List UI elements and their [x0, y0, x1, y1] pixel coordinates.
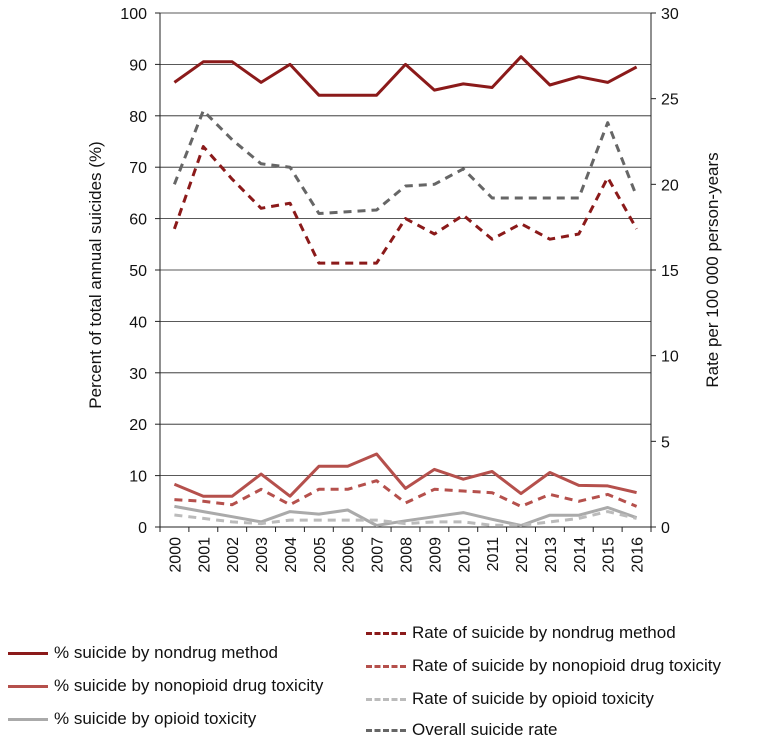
x-ticks: 2000 2001 2002 2003 2004 2005 2006 2007 2008 2009…: [159, 527, 652, 573]
legend-item: Overall suicide rate: [366, 720, 558, 740]
x-tick-label: 2014: [572, 537, 589, 573]
legend-item: Rate of suicide by nondrug method: [366, 623, 676, 643]
right-tick-label: 30: [661, 6, 679, 23]
right-tick-label: 15: [661, 263, 679, 280]
legend-label: % suicide by nondrug method: [54, 643, 278, 662]
legend-label: % suicide by nonopioid drug toxicity: [54, 676, 324, 695]
right-tick-label: 20: [661, 177, 679, 194]
x-tick-label: 2007: [370, 537, 387, 573]
x-tick-label: 2010: [456, 537, 473, 573]
series-line: [173, 109, 638, 215]
left-tick-label: 50: [129, 263, 147, 280]
left-tick-label: 60: [129, 212, 147, 229]
left-axis-title: Percent of total annual suicides (%): [86, 141, 105, 408]
legend-swatch: [366, 728, 406, 732]
legend-swatch: [366, 631, 406, 635]
x-tick-label: 2006: [341, 537, 358, 573]
series-lines: [172, 55, 638, 527]
x-tick-label: 2012: [514, 537, 531, 573]
right-tick-label: 0: [661, 520, 670, 537]
legend-item: % suicide by opioid toxicity: [8, 709, 256, 729]
left-tick-label: 70: [129, 160, 147, 177]
legend-label: Overall suicide rate: [412, 720, 558, 739]
legend-swatch: [366, 697, 406, 701]
legend-item: % suicide by nonopioid drug toxicity: [8, 676, 323, 696]
x-tick-label: 2011: [485, 537, 502, 572]
series-line: [174, 504, 638, 527]
x-tick-label: 2001: [196, 537, 213, 573]
series-line: [174, 510, 637, 527]
series-line: [173, 452, 637, 498]
x-tick-label: 2013: [543, 537, 560, 573]
left-tick-label: 10: [129, 469, 147, 486]
x-tick-label: 2016: [630, 537, 647, 573]
x-tick-label: 2003: [254, 537, 271, 573]
x-tick-label: 2000: [167, 537, 184, 573]
legend-label: % suicide by opioid toxicity: [54, 709, 257, 728]
legend-item: Rate of suicide by opioid toxicity: [366, 689, 654, 709]
series-line: [173, 55, 638, 97]
right-tick-label: 10: [661, 349, 679, 366]
left-tick-label: 90: [129, 57, 147, 74]
legend-swatch: [366, 664, 406, 668]
legend-label: Rate of suicide by nondrug method: [412, 623, 676, 642]
legend-swatch: [8, 717, 48, 721]
x-tick-label: 2015: [601, 537, 618, 573]
x-tick-label: 2004: [283, 537, 300, 573]
x-tick-label: 2002: [225, 537, 242, 573]
left-tick-label: 80: [129, 109, 147, 126]
x-tick-label: 2008: [399, 537, 416, 573]
legend-swatch: [8, 684, 48, 688]
left-tick-label: 0: [138, 520, 147, 537]
gridlines: [160, 12, 651, 477]
x-tick-label: 2005: [312, 537, 329, 573]
right-tick-label: 25: [661, 92, 679, 109]
left-tick-label: 30: [129, 366, 147, 383]
right-axis-title: Rate per 100 000 person-years: [703, 152, 722, 387]
left-tick-label: 100: [120, 6, 147, 23]
right-y-ticks: 0 5 10 15 20 25 30: [651, 6, 679, 537]
series-line: [174, 479, 638, 508]
x-tick-label: 2009: [427, 537, 444, 573]
left-tick-label: 40: [129, 314, 147, 331]
left-y-ticks: 0 10 20 30 40 50 60 70 80 90 100: [120, 6, 160, 537]
legend-item: % suicide by nondrug method: [8, 643, 278, 663]
legend-label: Rate of suicide by opioid toxicity: [412, 689, 654, 708]
legend-swatch: [8, 651, 48, 655]
series-line: [172, 145, 638, 265]
legend-label: Rate of suicide by nonopioid drug toxici…: [412, 656, 722, 675]
legend-item: Rate of suicide by nonopioid drug toxici…: [366, 656, 721, 676]
right-tick-label: 5: [661, 434, 670, 451]
left-tick-label: 20: [129, 417, 147, 434]
